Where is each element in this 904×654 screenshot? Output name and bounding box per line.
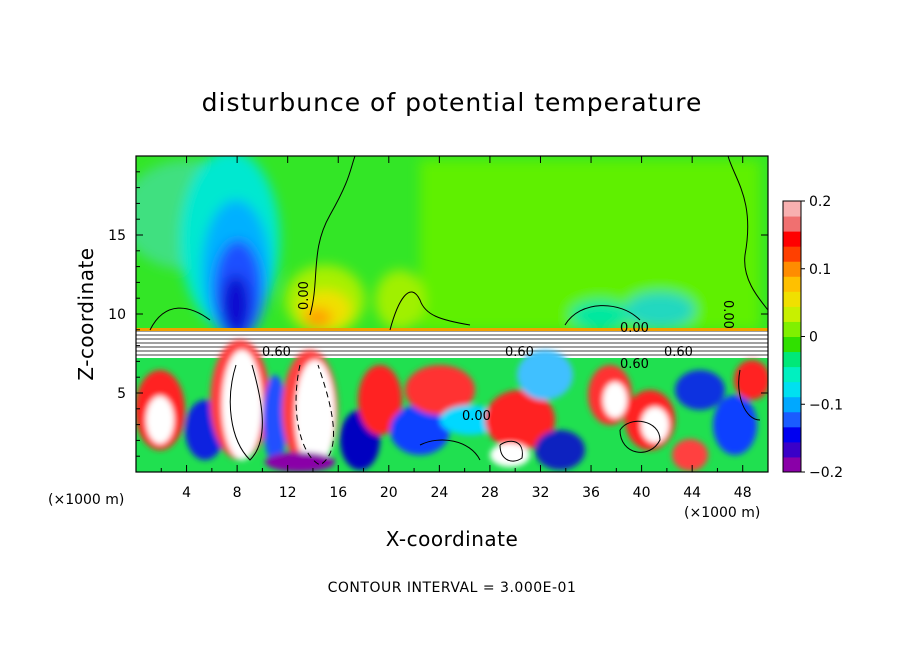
colorbar-swatch xyxy=(783,261,801,277)
colorbar-swatch xyxy=(783,381,801,398)
colorbar-swatch xyxy=(783,336,801,353)
colorbar: 0.2 0.1 0 −0.1 −0.2 xyxy=(782,194,843,481)
contour-label: 0.60 xyxy=(262,345,291,360)
y-axis: 5 10 15 xyxy=(108,171,768,457)
colorbar-swatch xyxy=(783,276,801,292)
x-unit-right: (×1000 m) xyxy=(684,505,760,521)
contour-label: 0.00 xyxy=(720,300,735,329)
colorbar-swatch xyxy=(783,441,801,458)
colorbar-swatch xyxy=(783,246,801,262)
colorbar-swatch xyxy=(783,351,801,368)
colorbar-tick-label: −0.1 xyxy=(809,397,843,413)
x-tick-label: 24 xyxy=(430,485,448,501)
colorbar-swatch xyxy=(783,291,801,307)
colorbar-swatch xyxy=(783,411,801,428)
x-tick-label: 12 xyxy=(279,485,297,501)
colorbar-tick-label: 0 xyxy=(809,330,818,346)
x-tick-label: 4 xyxy=(182,485,191,501)
contour-label: 0.60 xyxy=(505,345,534,360)
x-tick-label: 8 xyxy=(233,485,242,501)
colorbar-swatch xyxy=(783,321,801,337)
y-axis-title: Z-coordinate xyxy=(74,247,98,380)
x-axis: 4 8 12 16 20 24 28 32 36 40 44 48 xyxy=(160,156,752,501)
x-tick-label: 32 xyxy=(532,485,550,501)
colorbar-tick-label: −0.2 xyxy=(809,465,843,481)
x-tick-label: 28 xyxy=(481,485,499,501)
colorbar-swatch xyxy=(783,396,801,413)
y-tick-label: 10 xyxy=(108,307,126,323)
colorbar-swatch xyxy=(783,231,801,247)
x-tick-label: 36 xyxy=(582,485,600,501)
x-tick-label: 40 xyxy=(633,485,651,501)
contour-label: 0.00 xyxy=(620,321,649,336)
contour-lines xyxy=(149,156,768,466)
colorbar-tick-label: 0.1 xyxy=(809,262,831,278)
contour-label: 0.00 xyxy=(297,281,312,310)
colorbar-swatch xyxy=(783,306,801,322)
upper-field-features xyxy=(136,156,760,340)
x-tick-label: 44 xyxy=(683,485,701,501)
x-tick-label: 20 xyxy=(380,485,398,501)
contour-label: 0.60 xyxy=(664,345,693,360)
colorbar-swatch xyxy=(783,216,801,232)
y-tick-label: 15 xyxy=(108,228,126,244)
x-tick-label: 16 xyxy=(329,485,347,501)
y-tick-label: 5 xyxy=(117,386,126,402)
colorbar-swatch xyxy=(783,201,801,217)
chart-title: disturbunce of potential temperature xyxy=(202,88,703,117)
contour-label: 0.60 xyxy=(620,357,649,372)
x-axis-title: X-coordinate xyxy=(386,527,519,551)
x-unit-left: (×1000 m) xyxy=(48,492,124,508)
x-tick-label: 48 xyxy=(734,485,752,501)
colorbar-tick-label: 0.2 xyxy=(809,194,831,210)
colorbar-swatch xyxy=(783,366,801,383)
contour-interval-note: CONTOUR INTERVAL = 3.000E-01 xyxy=(328,580,577,596)
colorbar-swatch xyxy=(783,456,801,473)
colorbar-swatch xyxy=(783,426,801,443)
plot-area: 0.00 0.60 0.60 0.60 0.60 0.00 0.00 0.00 xyxy=(136,156,768,472)
contour-label: 0.00 xyxy=(462,409,491,424)
